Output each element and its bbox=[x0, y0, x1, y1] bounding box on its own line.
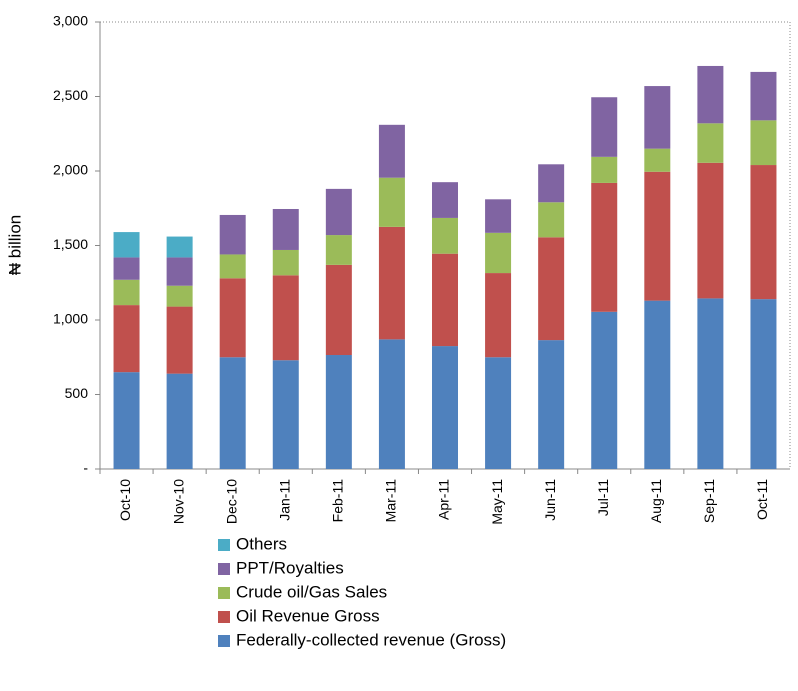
bar-segment bbox=[591, 156, 618, 183]
x-tick-label: May-11 bbox=[489, 479, 505, 525]
legend-swatch bbox=[218, 587, 230, 599]
bar-segment bbox=[432, 253, 458, 347]
x-tick-label: Sep-11 bbox=[701, 479, 717, 523]
bar-segment bbox=[644, 148, 671, 172]
bar-segment bbox=[378, 177, 405, 227]
bar-segment bbox=[697, 298, 724, 469]
bar-segment bbox=[485, 199, 512, 233]
x-tick-label: Dec-10 bbox=[223, 479, 239, 524]
bar-segment bbox=[750, 71, 777, 121]
x-tick-label: Jan-11 bbox=[276, 479, 292, 521]
bar-segment bbox=[325, 355, 352, 469]
x-tick-label: Jul-11 bbox=[595, 479, 611, 516]
y-tick-label: 2,000 bbox=[53, 162, 88, 178]
legend: Federally-collected revenue (Gross) Oil R… bbox=[218, 534, 506, 649]
bar-segment bbox=[591, 311, 618, 469]
x-tick-label: Aug-11 bbox=[648, 479, 664, 523]
bar-segment bbox=[219, 357, 246, 469]
bar-segment bbox=[591, 97, 618, 157]
bar-segment bbox=[538, 202, 565, 238]
bar-segment bbox=[325, 188, 352, 236]
legend-label: Others bbox=[236, 534, 287, 553]
bar-segment bbox=[697, 65, 724, 124]
bar-segment bbox=[538, 164, 565, 203]
y-tick-label: 1,500 bbox=[53, 236, 88, 252]
x-tick-label: Nov-10 bbox=[170, 479, 186, 524]
bar-segment bbox=[219, 214, 246, 255]
x-tick-label: Jun-11 bbox=[542, 479, 558, 521]
bar-segment bbox=[378, 226, 405, 340]
legend-label: PPT/Royalties bbox=[236, 558, 344, 577]
bar-segment bbox=[166, 285, 193, 307]
bar-segment bbox=[219, 254, 246, 279]
bar-segment bbox=[644, 86, 671, 149]
bar-segment bbox=[113, 372, 140, 469]
bar-segment bbox=[113, 305, 140, 373]
y-tick-label: 500 bbox=[65, 385, 89, 401]
x-tick-label: Mar-11 bbox=[383, 479, 399, 523]
bar-segment bbox=[272, 360, 299, 469]
legend-label: Federally-collected revenue (Gross) bbox=[236, 630, 506, 649]
bar-segment bbox=[113, 232, 140, 258]
legend-label: Crude oil/Gas Sales bbox=[236, 582, 387, 601]
bar-segment bbox=[485, 357, 512, 469]
bar-segment bbox=[272, 275, 299, 361]
bar-segment bbox=[485, 273, 512, 358]
legend-swatch bbox=[218, 635, 230, 647]
bar-segment bbox=[325, 264, 352, 356]
bar-segment bbox=[432, 217, 458, 254]
legend-swatch bbox=[218, 539, 230, 551]
x-tick-label: Apr-11 bbox=[436, 479, 452, 520]
bar-segment bbox=[538, 237, 565, 341]
bar-segment bbox=[485, 232, 512, 274]
bar-segment bbox=[697, 123, 724, 163]
bar-segment bbox=[750, 165, 777, 300]
bar-segment bbox=[591, 182, 618, 312]
y-tick-label: 3,000 bbox=[53, 13, 88, 29]
legend-swatch bbox=[218, 563, 230, 575]
bar-segment bbox=[113, 257, 140, 280]
bar-segment bbox=[378, 339, 405, 469]
bar-segment bbox=[750, 299, 777, 469]
bar-segment bbox=[697, 162, 724, 299]
bar-segment bbox=[272, 249, 299, 276]
bar-segment bbox=[432, 346, 458, 469]
bar-segment bbox=[325, 235, 352, 265]
y-tick-label: 2,500 bbox=[53, 87, 88, 103]
bar-segment bbox=[272, 208, 299, 250]
bar-segment bbox=[538, 340, 565, 469]
x-tick-label: Feb-11 bbox=[330, 479, 346, 523]
legend-label: Oil Revenue Gross bbox=[236, 606, 380, 625]
bar-segment bbox=[166, 373, 193, 469]
x-tick-label: Oct-11 bbox=[754, 479, 770, 520]
bar-segment bbox=[166, 306, 193, 374]
bar-segment bbox=[166, 236, 193, 258]
bar-segment bbox=[750, 120, 777, 166]
y-axis-label: ₦ billion bbox=[5, 215, 24, 275]
y-tick-label: - bbox=[83, 460, 88, 476]
x-tick-label: Oct-10 bbox=[117, 479, 133, 521]
bar-segment bbox=[644, 171, 671, 301]
bar-segment bbox=[113, 279, 140, 306]
legend-swatch bbox=[218, 611, 230, 623]
y-tick-label: 1,000 bbox=[53, 311, 88, 327]
bar-segment bbox=[432, 182, 458, 218]
bar-segment bbox=[378, 124, 405, 178]
bar-segment bbox=[219, 278, 246, 358]
bar-segment bbox=[166, 257, 193, 286]
bar-segment bbox=[644, 300, 671, 469]
